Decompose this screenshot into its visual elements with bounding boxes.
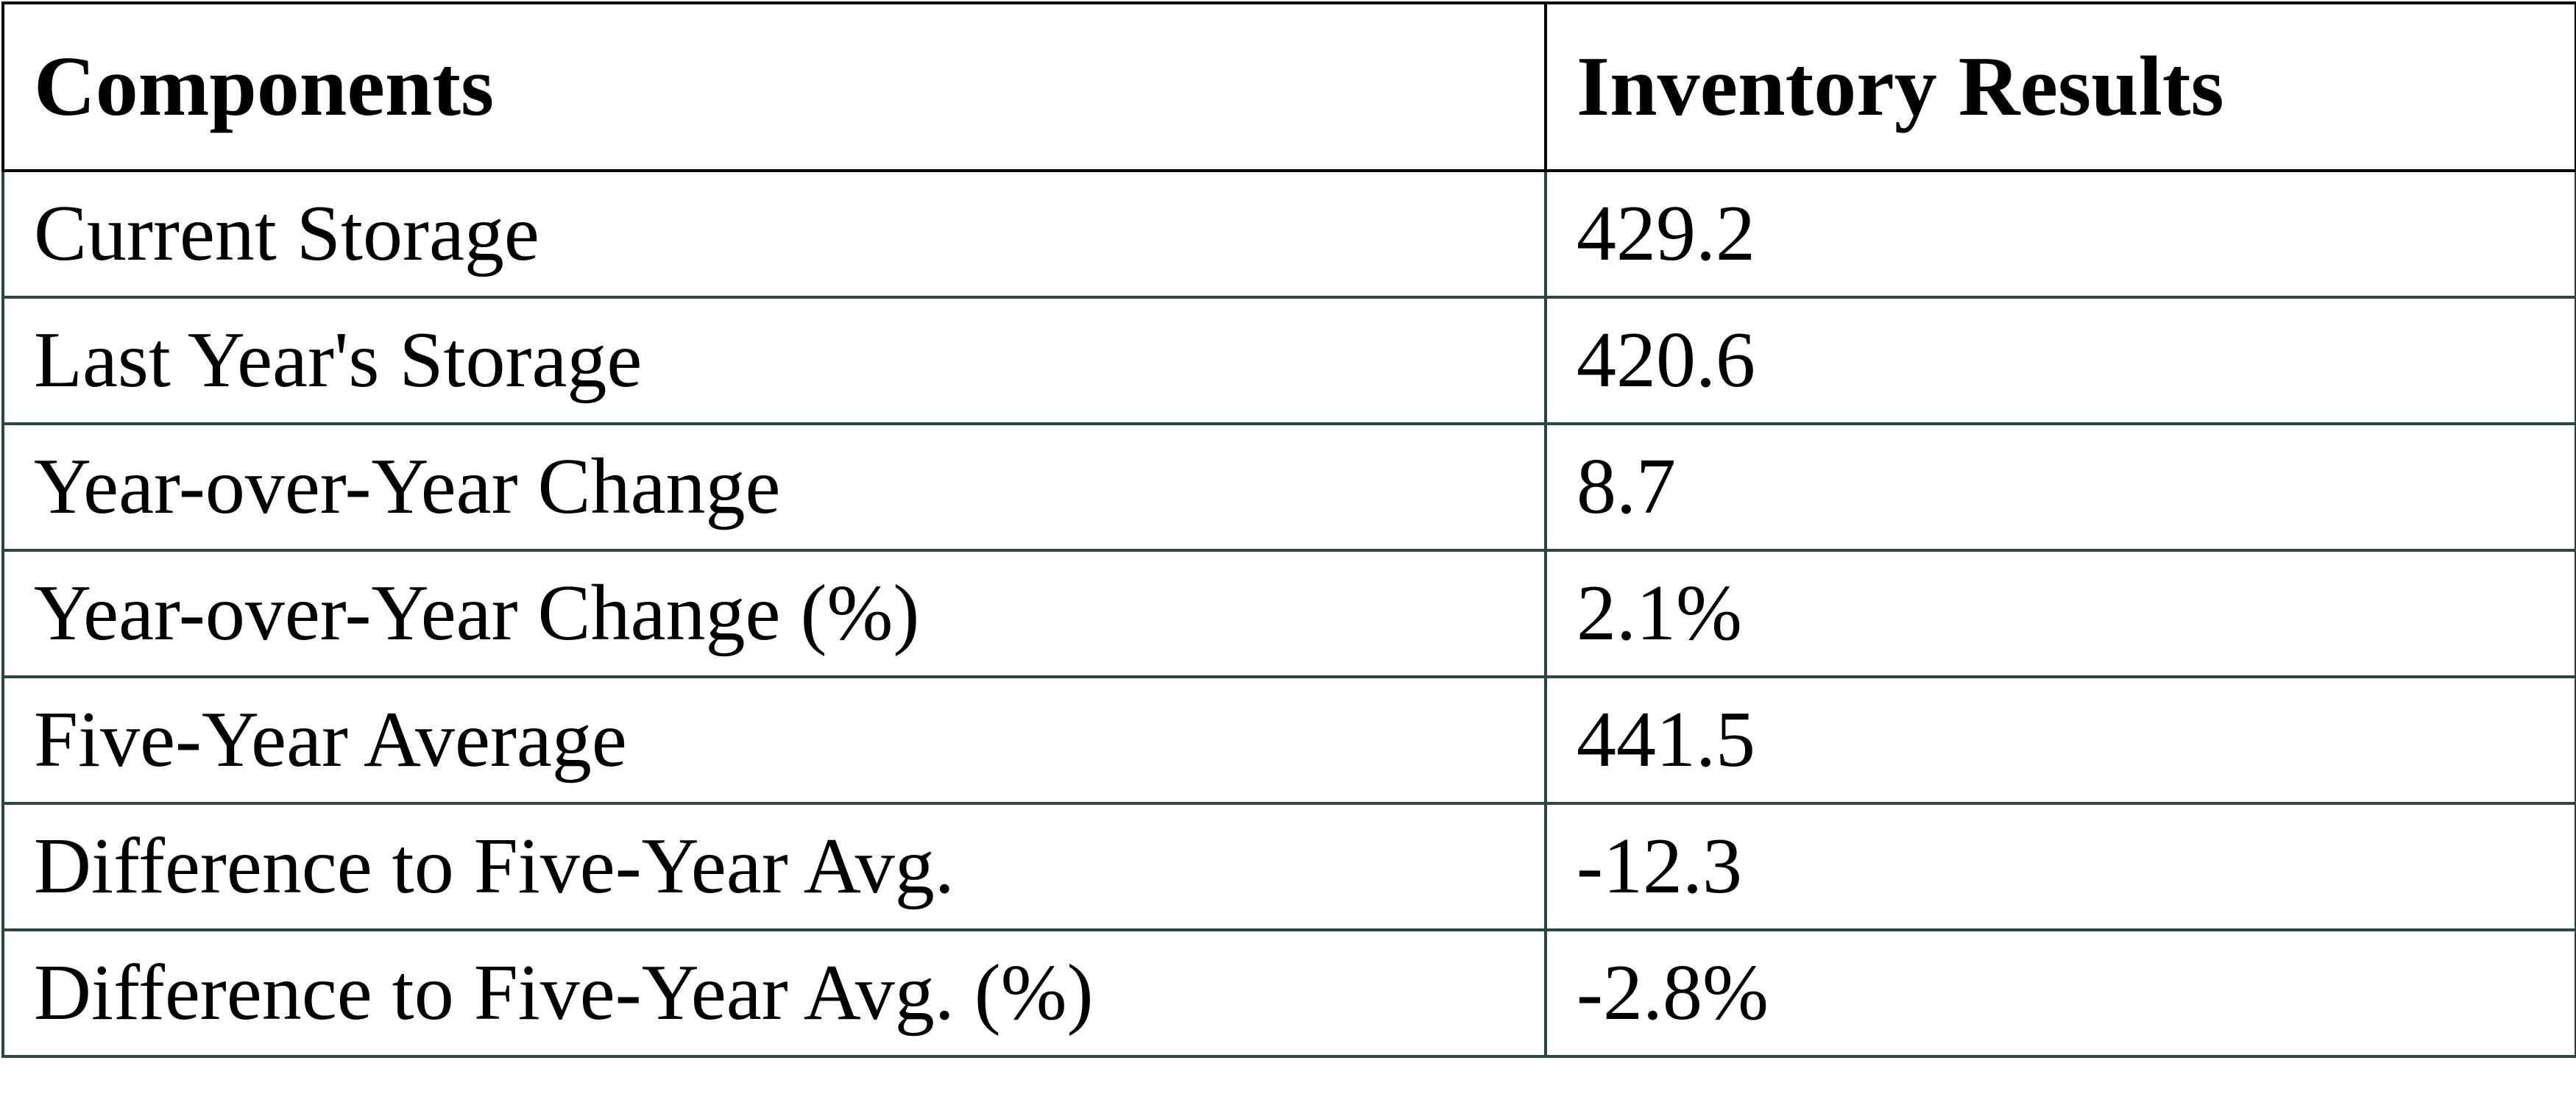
- component-cell: Difference to Five-Year Avg. (%): [1, 928, 1547, 1058]
- component-cell: Five-Year Average: [1, 675, 1547, 805]
- table-header: Components Inventory Results: [1, 1, 2576, 172]
- result-cell: 441.5: [1544, 675, 2576, 805]
- table-row: Year-over-Year Change 8.7: [1, 422, 2576, 552]
- component-cell: Year-over-Year Change: [1, 422, 1547, 552]
- component-cell: Difference to Five-Year Avg.: [1, 802, 1547, 931]
- component-cell: Last Year's Storage: [1, 296, 1547, 425]
- table-row: Five-Year Average 441.5: [1, 675, 2576, 805]
- result-cell: -2.8%: [1544, 928, 2576, 1058]
- header-row: Components Inventory Results: [1, 1, 2576, 172]
- component-cell: Current Storage: [1, 169, 1547, 299]
- result-cell: 2.1%: [1544, 549, 2576, 678]
- result-cell: 429.2: [1544, 169, 2576, 299]
- table-row: Year-over-Year Change (%) 2.1%: [1, 549, 2576, 678]
- table-row: Current Storage 429.2: [1, 169, 2576, 299]
- table-body: Current Storage 429.2 Last Year's Storage 4…: [1, 169, 2576, 1058]
- table-row: Difference to Five-Year Avg. -12.3: [1, 802, 2576, 931]
- inventory-table: Components Inventory Results Current Sto…: [1, 1, 2576, 1058]
- table-row: Difference to Five-Year Avg. (%) -2.8%: [1, 928, 2576, 1058]
- result-cell: 8.7: [1544, 422, 2576, 552]
- result-cell: -12.3: [1544, 802, 2576, 931]
- result-cell: 420.6: [1544, 296, 2576, 425]
- component-cell: Year-over-Year Change (%): [1, 549, 1547, 678]
- header-cell: Components: [1, 1, 1547, 172]
- table-row: Last Year's Storage 420.6: [1, 296, 2576, 425]
- header-cell: Inventory Results: [1544, 1, 2576, 172]
